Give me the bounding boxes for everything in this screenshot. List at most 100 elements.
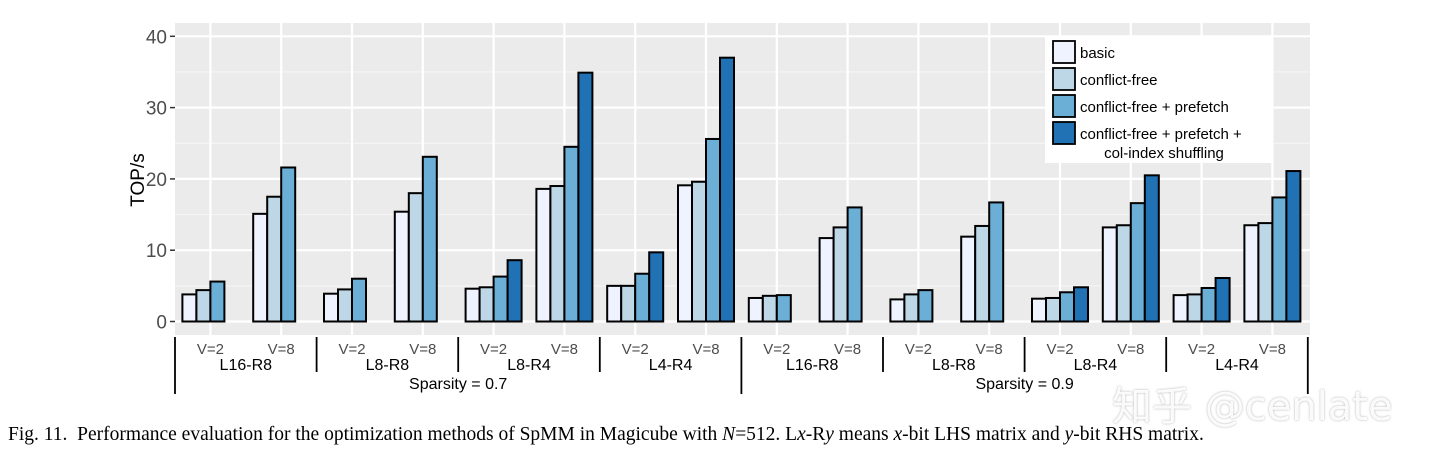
caption-math-y: y (825, 424, 834, 445)
bar (323, 292, 339, 323)
bar (761, 294, 778, 323)
bar (747, 296, 764, 323)
bar (691, 180, 707, 323)
y-tick-label: 20 (146, 170, 167, 191)
bar (506, 259, 523, 323)
bar (960, 235, 977, 323)
bar (1285, 170, 1302, 323)
x-tick-label: V=2 (480, 341, 507, 358)
x-axis: V=2 V=8 V=2 V=8 V=2 V=8 V=2 V=8 V=2 V=8 V=2 V=8 V=2 V… (174, 337, 1309, 394)
bar (563, 145, 580, 323)
caption-text-prefix: Performance evaluation for the optimizat… (77, 424, 723, 445)
legend-swatch (1052, 121, 1076, 145)
legend-label: conflict-free (1080, 72, 1158, 89)
bar (705, 137, 721, 323)
bar (1101, 226, 1118, 323)
x-tick-label: V=8 (551, 341, 578, 358)
legend-swatch (1052, 67, 1076, 91)
x-tick-label: V=2 (197, 341, 224, 358)
bar (903, 293, 920, 323)
bar (280, 166, 297, 323)
bar (266, 195, 283, 323)
config-label: L8-R4 (1074, 357, 1118, 374)
y-tick-label: 30 (146, 99, 167, 120)
bar (1115, 224, 1132, 323)
bar (1186, 293, 1203, 323)
config-label: L8-R4 (507, 357, 551, 374)
x-tick-label: V=2 (338, 341, 365, 358)
bar (620, 284, 637, 323)
config-label: L8-R8 (932, 357, 976, 374)
caption-text-dash-r: -R (805, 424, 826, 445)
caption-text-n-value: =512. L (735, 424, 798, 445)
bar (535, 187, 552, 323)
legend-swatch (1052, 40, 1076, 64)
bar (648, 251, 665, 323)
caption-math-y2: y (1064, 424, 1074, 445)
x-tick-label: V=2 (763, 341, 790, 358)
bar (492, 275, 509, 323)
bar (889, 298, 906, 323)
x-tick-label: V=8 (834, 341, 861, 358)
bar (1271, 196, 1288, 323)
caption-text-lhs: -bit LHS matrix and (902, 424, 1065, 445)
x-tick-label: V=8 (1259, 341, 1286, 358)
bar (549, 185, 566, 323)
caption-math-x2: x (893, 424, 903, 445)
sparsity-label: Sparsity = 0.9 (975, 376, 1073, 393)
x-tick-label: V=8 (409, 341, 436, 358)
x-tick-label: V=8 (268, 341, 295, 358)
bar (988, 201, 1005, 323)
config-label: L4-R4 (649, 357, 693, 374)
legend-background (1045, 36, 1272, 163)
bar (1059, 291, 1075, 323)
y-tick-label: 0 (156, 313, 167, 334)
caption-math-n: N (722, 424, 736, 445)
bar (1129, 202, 1146, 323)
bar (1243, 224, 1260, 323)
legend-label: conflict-free + prefetch + (1080, 126, 1242, 143)
y-tick-label: 10 (146, 241, 167, 262)
bar (1214, 277, 1231, 323)
config-label: L8-R8 (366, 357, 410, 374)
bar (1172, 294, 1189, 323)
bar (634, 272, 651, 323)
caption-text-means: means (833, 424, 894, 445)
bar (832, 226, 849, 323)
watermark-text: 知乎 @cenlate (1112, 384, 1393, 430)
x-tick-label: V=8 (976, 341, 1003, 358)
bar (478, 286, 495, 323)
bar (1143, 174, 1160, 323)
bar (577, 71, 594, 323)
legend: basic conflict-free conflict-free + prefet… (1045, 36, 1272, 163)
bar (1073, 286, 1089, 323)
bar (606, 284, 623, 323)
x-tick-label: V=8 (1117, 341, 1144, 358)
bar (775, 294, 792, 323)
bar (393, 210, 410, 323)
caption-text-rhs: -bit RHS matrix. (1073, 424, 1204, 445)
legend-swatch (1052, 94, 1076, 118)
x-tick-label: V=2 (905, 341, 932, 358)
caption-fig-label: Fig. 11. (8, 424, 68, 445)
figure-caption: Fig. 11. Performance evaluation for the … (8, 424, 1438, 446)
bar (407, 192, 424, 323)
x-tick-label: V=2 (622, 341, 649, 358)
bar (677, 184, 693, 323)
chart: 0 10 20 30 40 TOP/s V=2 V=8 V=2 V=8 V=2 V=8 V=2 V=8… (128, 23, 1310, 394)
bar (351, 277, 367, 323)
bar (1257, 222, 1274, 323)
config-label: L4-R4 (1215, 357, 1259, 374)
x-tick-label: V=2 (1046, 341, 1073, 358)
bars (181, 56, 1302, 323)
bar (846, 206, 863, 323)
bar (209, 280, 226, 323)
bar (1045, 296, 1061, 323)
bar (464, 287, 481, 323)
x-tick-label: V=2 (1188, 341, 1215, 358)
bar (1031, 297, 1047, 323)
y-axis-label: TOP/s (128, 153, 149, 207)
bar (974, 224, 991, 323)
bar (181, 293, 198, 323)
bar (818, 237, 835, 323)
